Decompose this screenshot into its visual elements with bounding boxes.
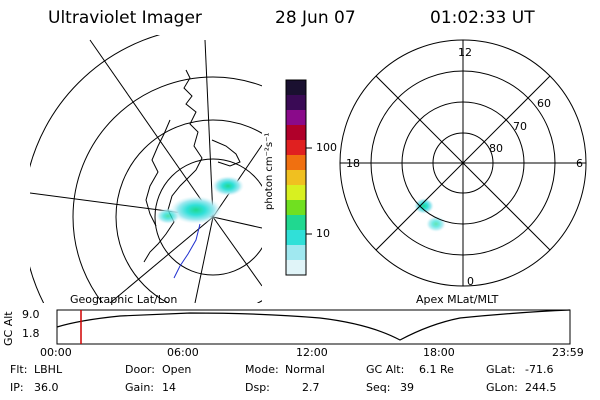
altitude-ytick-9: 9.0 [22,308,40,321]
status-seq-key: Seq: [366,381,391,394]
colorbar [286,80,306,276]
xtick-0000: 00:00 [40,346,72,359]
status-door-key: Door: [125,363,155,376]
status-glon-key: GLon: [486,381,518,394]
left-map-label: Geographic Lat/Lon [70,293,178,306]
colorbar-segment [286,170,306,186]
geographic-map [30,35,262,303]
status-door-value: Open [162,363,192,376]
status-dsp-key: Dsp: [245,381,270,394]
mlt-6-label: 6 [576,157,583,170]
status-glat-key: GLat: [486,363,516,376]
colorbar-segment [286,245,306,261]
xtick-0600: 06:00 [167,346,199,359]
apex-polar-plot [339,39,587,287]
colorbar-tick-10: 10 [316,227,330,240]
status-gain-key: Gain: [125,381,154,394]
status-mode-key: Mode: [245,363,279,376]
colorbar-segment [286,155,306,171]
status-gcalt-key: GC Alt: [366,363,405,376]
xtick-2359: 23:59 [552,346,584,359]
colorbar-segment [286,110,306,126]
colorbar-segment [286,230,306,246]
status-flt-key: Flt: [10,363,28,376]
xtick-1800: 18:00 [423,346,455,359]
colorbar-tick-100: 100 [316,141,337,154]
status-ip-key: IP: [10,381,24,394]
mlt-12-label: 12 [458,46,472,59]
colorbar-segment [286,200,306,216]
colorbar-segment [286,125,306,141]
colorbar-unit-label: photon cm⁻²s⁻¹ [264,132,275,210]
colorbar-segment [286,185,306,201]
status-flt-value: LBHL [34,363,63,376]
mlat-80-label: 80 [489,142,503,155]
status-seq-value: 39 [400,381,414,394]
status-mode-value: Normal [285,363,325,376]
status-gain-value: 14 [162,381,176,394]
mlt-18-label: 18 [346,157,360,170]
mlat-70-label: 70 [513,120,527,133]
status-glon-value: 244.5 [525,381,557,394]
colorbar-segment [286,140,306,156]
status-ip-value: 36.0 [34,381,59,394]
time-label: 01:02:33 UT [430,8,535,28]
app-title: Ultraviolet Imager [48,8,202,28]
colorbar-segment [286,80,306,96]
colorbar-segment [286,215,306,231]
colorbar-segment [286,260,306,276]
right-map-label: Apex MLat/MLT [416,293,499,306]
altitude-ytick-1.8: 1.8 [22,327,40,340]
colorbar-segment [286,95,306,111]
mlt-0-label: 0 [467,275,474,288]
date-label: 28 Jun 07 [275,8,356,28]
status-glat-value: -71.6 [525,363,554,376]
status-gcalt-value: 6.1 Re [419,363,454,376]
xtick-1200: 12:00 [296,346,328,359]
status-dsp-value: 2.7 [302,381,320,394]
altitude-plot [56,309,571,345]
mlat-60-label: 60 [537,97,551,110]
altitude-ylabel: GC Alt [2,311,15,346]
